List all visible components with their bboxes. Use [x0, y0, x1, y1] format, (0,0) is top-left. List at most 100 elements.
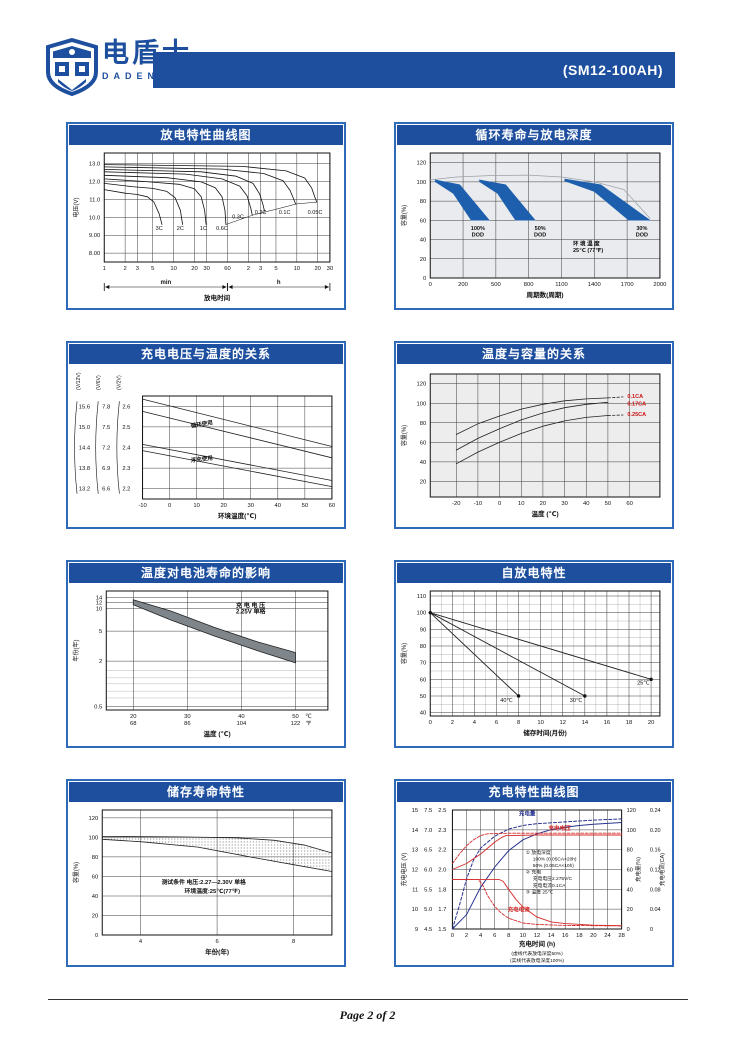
- svg-text:25℃: 25℃: [637, 679, 649, 686]
- svg-text:2: 2: [465, 933, 468, 939]
- self-discharge-chart: 0 2 4 6 8 10 12 14 16 18 20 储存时间(月份) 40 50 60 70 80 90 100…: [400, 590, 661, 737]
- svg-text:2C: 2C: [177, 226, 184, 232]
- svg-text:5: 5: [99, 629, 102, 635]
- svg-text:6.6: 6.6: [102, 487, 110, 493]
- svg-text:20: 20: [314, 266, 320, 272]
- panel-discharge-characteristics: 放电特性曲线图 1 2 3 5 10 20 30 60 2 3 5 10 20 30 放电时间 13.0 12.…: [66, 122, 346, 310]
- svg-text:80: 80: [420, 421, 426, 427]
- svg-text:30: 30: [561, 501, 567, 507]
- svg-text:容量(%): 容量(%): [400, 643, 408, 664]
- svg-text:0.12: 0.12: [650, 868, 661, 874]
- svg-text:1.8: 1.8: [438, 887, 446, 893]
- svg-text:(V/6V): (V/6V): [96, 375, 102, 390]
- svg-text:1.5: 1.5: [438, 927, 446, 933]
- svg-text:8: 8: [292, 939, 295, 945]
- chart-title: 充电特性曲线图: [397, 782, 671, 802]
- svg-text:100: 100: [416, 180, 426, 186]
- svg-text:800: 800: [524, 282, 534, 288]
- svg-text:120: 120: [88, 816, 98, 822]
- svg-text:20: 20: [540, 501, 546, 507]
- svg-text:0.04: 0.04: [650, 907, 661, 913]
- svg-text:13.2: 13.2: [79, 487, 90, 493]
- svg-text:13.8: 13.8: [79, 466, 90, 472]
- svg-text:12: 12: [534, 933, 540, 939]
- svg-text:DOD: DOD: [472, 233, 484, 239]
- svg-text:8: 8: [507, 933, 510, 939]
- svg-text:9: 9: [415, 927, 418, 933]
- svg-text:充电电压: 充电电压: [549, 824, 572, 832]
- svg-text:11: 11: [412, 887, 418, 893]
- svg-text:12: 12: [96, 600, 102, 606]
- storage-life-chart: 4 6 8 年份(年) 0 20 40 60 80 100 120 容量(%) 测试条件 电压:2.27…: [72, 809, 333, 956]
- svg-text:200: 200: [458, 282, 468, 288]
- chart-title: 温度与容量的关系: [397, 344, 671, 364]
- svg-text:2.0: 2.0: [438, 868, 446, 874]
- svg-text:0.1CA: 0.1CA: [627, 394, 643, 400]
- svg-text:20: 20: [420, 257, 426, 263]
- svg-text:60: 60: [92, 874, 98, 880]
- svg-text:104: 104: [237, 721, 248, 727]
- svg-text:周期数(周期): 周期数(周期): [527, 290, 564, 299]
- svg-text:60: 60: [224, 266, 230, 272]
- svg-text:充电电压2.275V/C: 充电电压2.275V/C: [533, 875, 573, 882]
- footer-divider: [48, 999, 688, 1000]
- svg-text:14: 14: [96, 595, 103, 601]
- svg-text:50: 50: [302, 503, 308, 509]
- svg-text:100: 100: [88, 835, 98, 841]
- svg-text:40: 40: [92, 894, 98, 900]
- svg-text:100: 100: [416, 401, 426, 407]
- svg-text:40: 40: [583, 501, 589, 507]
- svg-text:0: 0: [95, 933, 98, 939]
- svg-text:4: 4: [479, 933, 483, 939]
- svg-text:0.20: 0.20: [650, 828, 661, 834]
- charge-voltage-temperature-chart: -10 0 10 20 30 40 50 60 环境温度(℃) 15.6 7.8 2.6 15.0 7.5…: [74, 372, 335, 520]
- svg-text:充电电压 (V): 充电电压 (V): [400, 853, 408, 887]
- svg-text:40: 40: [275, 503, 281, 509]
- svg-text:90: 90: [420, 627, 426, 633]
- svg-text:容量(%): 容量(%): [400, 205, 408, 226]
- svg-text:70: 70: [420, 661, 426, 667]
- svg-text:7.8: 7.8: [102, 404, 110, 410]
- svg-text:1C: 1C: [200, 226, 207, 232]
- svg-text:4: 4: [139, 939, 143, 945]
- svg-text:13.0: 13.0: [89, 162, 100, 168]
- svg-text:1700: 1700: [621, 282, 634, 288]
- svg-text:温度 (℃): 温度 (℃): [203, 729, 230, 738]
- svg-text:2: 2: [124, 266, 127, 272]
- svg-text:DOD: DOD: [534, 233, 546, 239]
- model-banner: (SM12-100AH): [153, 52, 675, 88]
- svg-text:0: 0: [429, 282, 432, 288]
- svg-text:15.6: 15.6: [79, 404, 90, 410]
- svg-text:充电电流0.1CA: 充电电流0.1CA: [533, 882, 566, 889]
- svg-text:2000: 2000: [653, 282, 666, 288]
- svg-text:环境温度(℃): 环境温度(℃): [218, 511, 256, 520]
- svg-text:86: 86: [184, 721, 190, 727]
- svg-text:0: 0: [423, 276, 426, 282]
- svg-text:2.4: 2.4: [122, 446, 131, 452]
- svg-text:h: h: [277, 280, 281, 286]
- panel-self-discharge: 自放电特性 0 2 4 6 8 10 12 14 16 18 20 储存时间(月份) 40 50 60 70 8…: [394, 560, 674, 748]
- svg-text:11.0: 11.0: [89, 197, 100, 203]
- svg-text:6: 6: [493, 933, 496, 939]
- svg-text:6.0: 6.0: [424, 868, 432, 874]
- svg-text:14.4: 14.4: [79, 446, 91, 452]
- svg-text:20: 20: [130, 714, 136, 720]
- svg-text:① 放电深度: ① 放电深度: [526, 849, 551, 856]
- svg-text:0: 0: [168, 503, 171, 509]
- svg-text:7.2: 7.2: [102, 446, 110, 452]
- svg-text:12: 12: [560, 720, 566, 726]
- chart-title: 温度对电池寿命的影响: [69, 563, 343, 583]
- svg-text:16: 16: [604, 720, 610, 726]
- panel-charge-voltage-temperature: 充电电压与温度的关系 -10 0 10 20 30 40 50 60 环境温度(℃) 15.6 7.…: [66, 341, 346, 529]
- svg-text:60: 60: [420, 440, 426, 446]
- svg-text:10: 10: [518, 501, 524, 507]
- svg-text:50: 50: [292, 714, 298, 720]
- svg-text:循环使用: 循环使用: [190, 418, 213, 429]
- svg-text:120: 120: [416, 161, 426, 167]
- svg-text:放电时间: 放电时间: [203, 293, 231, 302]
- svg-text:7.5: 7.5: [102, 425, 110, 431]
- svg-text:20: 20: [590, 933, 596, 939]
- svg-text:1.7: 1.7: [438, 907, 446, 913]
- svg-text:min: min: [161, 280, 172, 286]
